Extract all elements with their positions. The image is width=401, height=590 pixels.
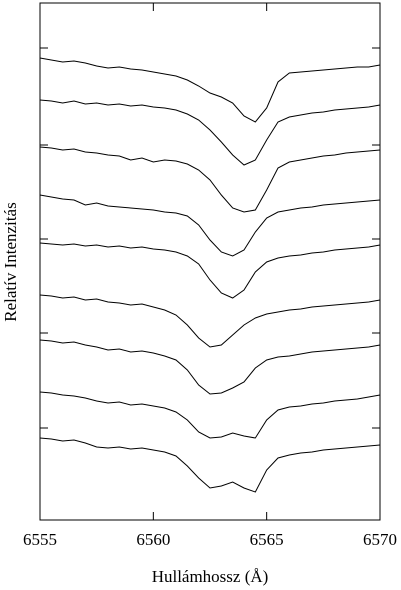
spectrum-line bbox=[39, 391, 381, 439]
plot-frame bbox=[39, 2, 381, 521]
x-tick-label: 6560 bbox=[136, 530, 170, 549]
spectrum-line bbox=[39, 437, 381, 493]
y-axis-label: Relatív Intenzitás bbox=[1, 202, 20, 321]
x-tick-label: 6565 bbox=[250, 530, 284, 549]
spectrum-line bbox=[39, 339, 381, 395]
spectrum-line bbox=[39, 194, 381, 257]
spectrum-line bbox=[39, 146, 381, 213]
spectrum-line bbox=[39, 57, 381, 123]
spectrum-line bbox=[39, 242, 381, 299]
spectrum-line bbox=[39, 294, 381, 348]
x-tick-label: 6555 bbox=[23, 530, 57, 549]
x-axis-label: Hullámhossz (Å) bbox=[152, 567, 269, 586]
x-tick-label: 6570 bbox=[363, 530, 397, 549]
spectrum-line bbox=[39, 99, 381, 166]
